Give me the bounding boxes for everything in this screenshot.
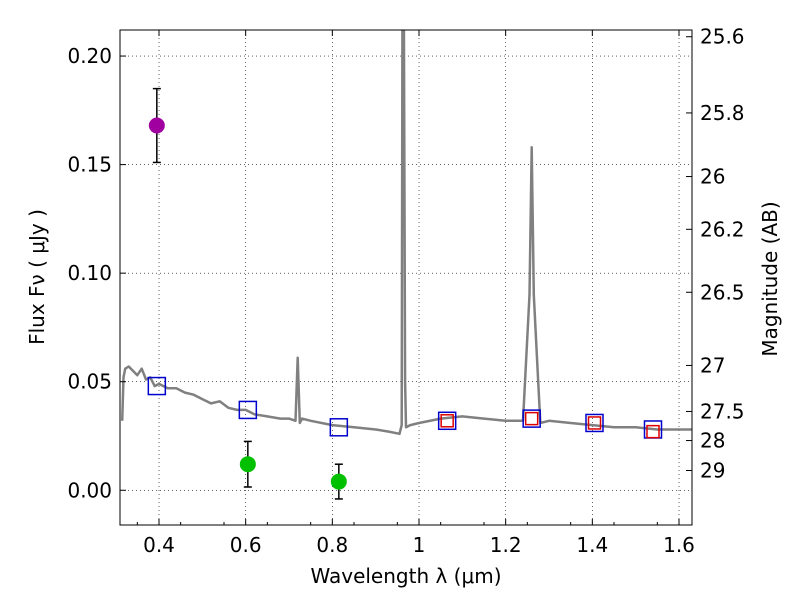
y-axis-ticks: 0.00 0.05 0.10 0.15 0.20	[67, 44, 126, 502]
mag-tick-label: 25.6	[700, 25, 745, 49]
x-axis-ticks: 0.4 0.6 0.8 1 1.2 1.4 1.6	[136, 30, 695, 557]
data-point	[330, 473, 347, 490]
photometry-square	[147, 376, 167, 396]
x-tick-label: 1.6	[663, 533, 695, 557]
x-tick-label: 0.8	[316, 533, 348, 557]
photometry-square	[587, 416, 602, 430]
grid-lines	[120, 30, 692, 525]
photometry-square	[524, 411, 539, 426]
y-tick-label: 0.00	[67, 478, 112, 502]
photometry-square	[329, 418, 349, 437]
data-point	[148, 117, 165, 134]
mag-tick-label: 26.2	[700, 217, 745, 241]
y-tick-label: 0.15	[67, 153, 112, 177]
mag-tick-label: 26	[700, 165, 725, 189]
magnitude-axis-label: Magnitude (AB)	[758, 201, 782, 356]
spectrum-line	[120, 30, 692, 436]
photometry-square	[440, 414, 454, 428]
x-tick-label: 0.4	[143, 533, 175, 557]
y-tick-label: 0.20	[67, 44, 112, 68]
x-axis-label: Wavelength λ (μm)	[310, 564, 501, 588]
x-tick-label: 1	[413, 533, 426, 557]
mag-tick-label: 27	[700, 353, 725, 377]
photometry-square	[238, 400, 258, 420]
photometry-square	[646, 424, 660, 439]
x-tick-label: 0.6	[230, 533, 262, 557]
mag-tick-label: 26.5	[700, 280, 745, 304]
data-point	[239, 456, 256, 473]
photometry-square	[585, 413, 604, 433]
x-tick-label: 1.2	[490, 533, 522, 557]
magnitude-axis-ticks: 25.6 25.8 26 26.2 26.5 27 27.5 28 29	[686, 25, 745, 483]
plot-frame	[119, 29, 693, 526]
mag-tick-label: 29	[700, 459, 725, 483]
mag-tick-label: 28	[700, 429, 725, 453]
y-tick-label: 0.05	[67, 370, 112, 394]
data-points	[147, 87, 663, 500]
y-axis-label: Flux Fν ( μJy )	[25, 209, 49, 345]
mag-tick-label: 25.8	[700, 101, 745, 125]
mag-tick-label: 27.5	[700, 399, 745, 423]
model-spectrum	[120, 30, 692, 436]
photometry-square	[522, 409, 541, 428]
photometry-square	[437, 411, 457, 431]
x-tick-label: 1.4	[576, 533, 608, 557]
y-tick-label: 0.10	[67, 261, 112, 285]
